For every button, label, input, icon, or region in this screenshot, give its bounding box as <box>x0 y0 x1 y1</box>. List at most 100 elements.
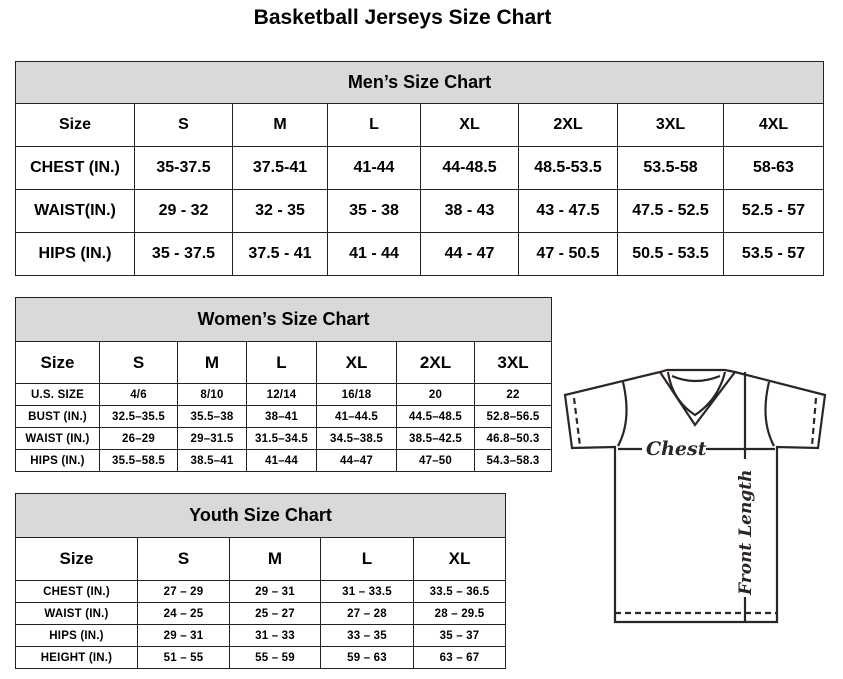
table-cell: 35 – 37 <box>412 624 507 647</box>
table-cell: 28 – 29.5 <box>412 602 507 625</box>
table-cell: 47.5 - 52.5 <box>617 189 724 233</box>
table-cell: 29 – 31 <box>229 580 321 603</box>
jersey-measurement-diagram: Chest Front Length <box>563 368 827 624</box>
row-label: WAIST(IN.) <box>15 189 135 233</box>
table-cell: 47–50 <box>396 449 475 472</box>
column-header: S <box>134 103 233 147</box>
table-cell: 35 - 37.5 <box>134 232 233 276</box>
table-cell: 29–31.5 <box>177 427 247 450</box>
table-cell: 35.5–38 <box>177 405 247 428</box>
column-header: 3XL <box>617 103 724 147</box>
table-row: HEIGHT (IN.) 51 – 55 55 – 59 59 – 63 63 – 67 <box>15 646 507 669</box>
table-cell: 63 – 67 <box>412 646 507 669</box>
table-cell: 38.5–41 <box>177 449 247 472</box>
womens-size-table: Women’s Size Chart Size S M L XL 2XL 3XL U.S. SI… <box>14 297 553 472</box>
row-label: CHEST (IN.) <box>15 580 138 603</box>
column-header: L <box>320 537 414 581</box>
table-cell: 12/14 <box>246 383 317 406</box>
table-cell: 31 – 33.5 <box>320 580 414 603</box>
table-cell: 53.5 - 57 <box>723 232 824 276</box>
table-cell: 37.5 - 41 <box>232 232 328 276</box>
row-label: CHEST (IN.) <box>15 146 135 190</box>
table-cell: 55 – 59 <box>229 646 321 669</box>
measure-lines <box>618 372 775 622</box>
table-cell: 35 - 38 <box>327 189 421 233</box>
table-cell: 25 – 27 <box>229 602 321 625</box>
table-cell: 54.3–58.3 <box>473 449 553 472</box>
shirt-outline <box>563 368 827 624</box>
table-cell: 4/6 <box>99 383 178 406</box>
table-row: BUST (IN.) 32.5–35.5 35.5–38 38–41 41–44.5 44… <box>15 405 553 428</box>
table-cell: 32 - 35 <box>232 189 328 233</box>
table-cell: 41-44 <box>327 146 421 190</box>
table-caption: Women’s Size Chart <box>14 297 553 342</box>
collar <box>659 371 736 427</box>
row-label: HIPS (IN.) <box>15 449 100 472</box>
column-header: 2XL <box>396 341 475 384</box>
table-cell: 8/10 <box>177 383 247 406</box>
table-cell: 34.5–38.5 <box>316 427 397 450</box>
table-cell: 29 – 31 <box>137 624 230 647</box>
table-cell: 53.5-58 <box>617 146 724 190</box>
table-cell: 22 <box>473 383 553 406</box>
table-row: WAIST (IN.) 26–29 29–31.5 31.5–34.5 34.5–38.… <box>15 427 553 450</box>
table-cell: 41 - 44 <box>327 232 421 276</box>
table-row: WAIST(IN.) 29 - 32 32 - 35 35 - 38 38 - 43 43… <box>15 189 824 233</box>
table-cell: 41–44.5 <box>316 405 397 428</box>
column-header: XL <box>316 341 397 384</box>
table-cell: 33 – 35 <box>320 624 414 647</box>
column-header: M <box>177 341 247 384</box>
table-row: WAIST (IN.) 24 – 25 25 – 27 27 – 28 28 – 29.… <box>15 602 507 625</box>
table-cell: 29 - 32 <box>134 189 233 233</box>
table-cell: 31 – 33 <box>229 624 321 647</box>
table-row: HIPS (IN.) 29 – 31 31 – 33 33 – 35 35 – 37 <box>15 624 507 647</box>
table-caption: Youth Size Chart <box>14 493 507 538</box>
column-header: 3XL <box>473 341 553 384</box>
column-header: 4XL <box>723 103 824 147</box>
front-length-label: Front Length <box>736 470 756 596</box>
row-label: BUST (IN.) <box>15 405 100 428</box>
table-row: CHEST (IN.) 35-37.5 37.5-41 41-44 44-48.5 48.… <box>15 146 824 190</box>
table-cell: 31.5–34.5 <box>246 427 317 450</box>
table-cell: 16/18 <box>316 383 397 406</box>
row-label: WAIST (IN.) <box>15 602 138 625</box>
table-cell: 52.8–56.5 <box>473 405 553 428</box>
header-row: Size S M L XL 2XL 3XL <box>15 341 553 384</box>
table-cell: 37.5-41 <box>232 146 328 190</box>
column-header: Size <box>15 537 138 581</box>
table-cell: 51 – 55 <box>137 646 230 669</box>
page-title: Basketball Jerseys Size Chart <box>253 6 552 29</box>
table-cell: 38 - 43 <box>420 189 519 233</box>
row-label: HIPS (IN.) <box>15 232 135 276</box>
table-cell: 35-37.5 <box>134 146 233 190</box>
row-label: HIPS (IN.) <box>15 624 138 647</box>
table-cell: 38.5–42.5 <box>396 427 475 450</box>
table-cell: 38–41 <box>246 405 317 428</box>
row-label: WAIST (IN.) <box>15 427 100 450</box>
table-row: HIPS (IN.) 35.5–58.5 38.5–41 41–44 44–47 47–5… <box>15 449 553 472</box>
row-label: HEIGHT (IN.) <box>15 646 138 669</box>
table-cell: 48.5-53.5 <box>518 146 618 190</box>
column-header: Size <box>15 103 135 147</box>
dashed-hems <box>572 397 818 615</box>
column-header: Size <box>15 341 100 384</box>
table-cell: 33.5 – 36.5 <box>412 580 507 603</box>
table-row: U.S. SIZE 4/6 8/10 12/14 16/18 20 22 <box>15 383 553 406</box>
table-row: HIPS (IN.) 35 - 37.5 37.5 - 41 41 - 44 44 - … <box>15 232 824 276</box>
table-cell: 20 <box>396 383 475 406</box>
armholes <box>617 381 775 447</box>
header-row: Size S M L XL 2XL 3XL 4XL <box>15 103 824 147</box>
table-cell: 35.5–58.5 <box>99 449 178 472</box>
mens-size-table: Men’s Size Chart Size S M L XL 2XL 3XL 4XL CHEST … <box>15 61 824 276</box>
column-header: S <box>137 537 230 581</box>
column-header: M <box>232 103 328 147</box>
table-cell: 58-63 <box>723 146 824 190</box>
header-row: Size S M L XL <box>15 537 507 581</box>
column-header: L <box>327 103 421 147</box>
youth-size-table: Youth Size Chart Size S M L XL CHEST (IN.) 27 –… <box>14 493 507 669</box>
table-cell: 44-48.5 <box>420 146 519 190</box>
table-cell: 44.5–48.5 <box>396 405 475 428</box>
table-row: CHEST (IN.) 27 – 29 29 – 31 31 – 33.5 33.5 –… <box>15 580 507 603</box>
column-header: XL <box>420 103 519 147</box>
table-cell: 44 - 47 <box>420 232 519 276</box>
